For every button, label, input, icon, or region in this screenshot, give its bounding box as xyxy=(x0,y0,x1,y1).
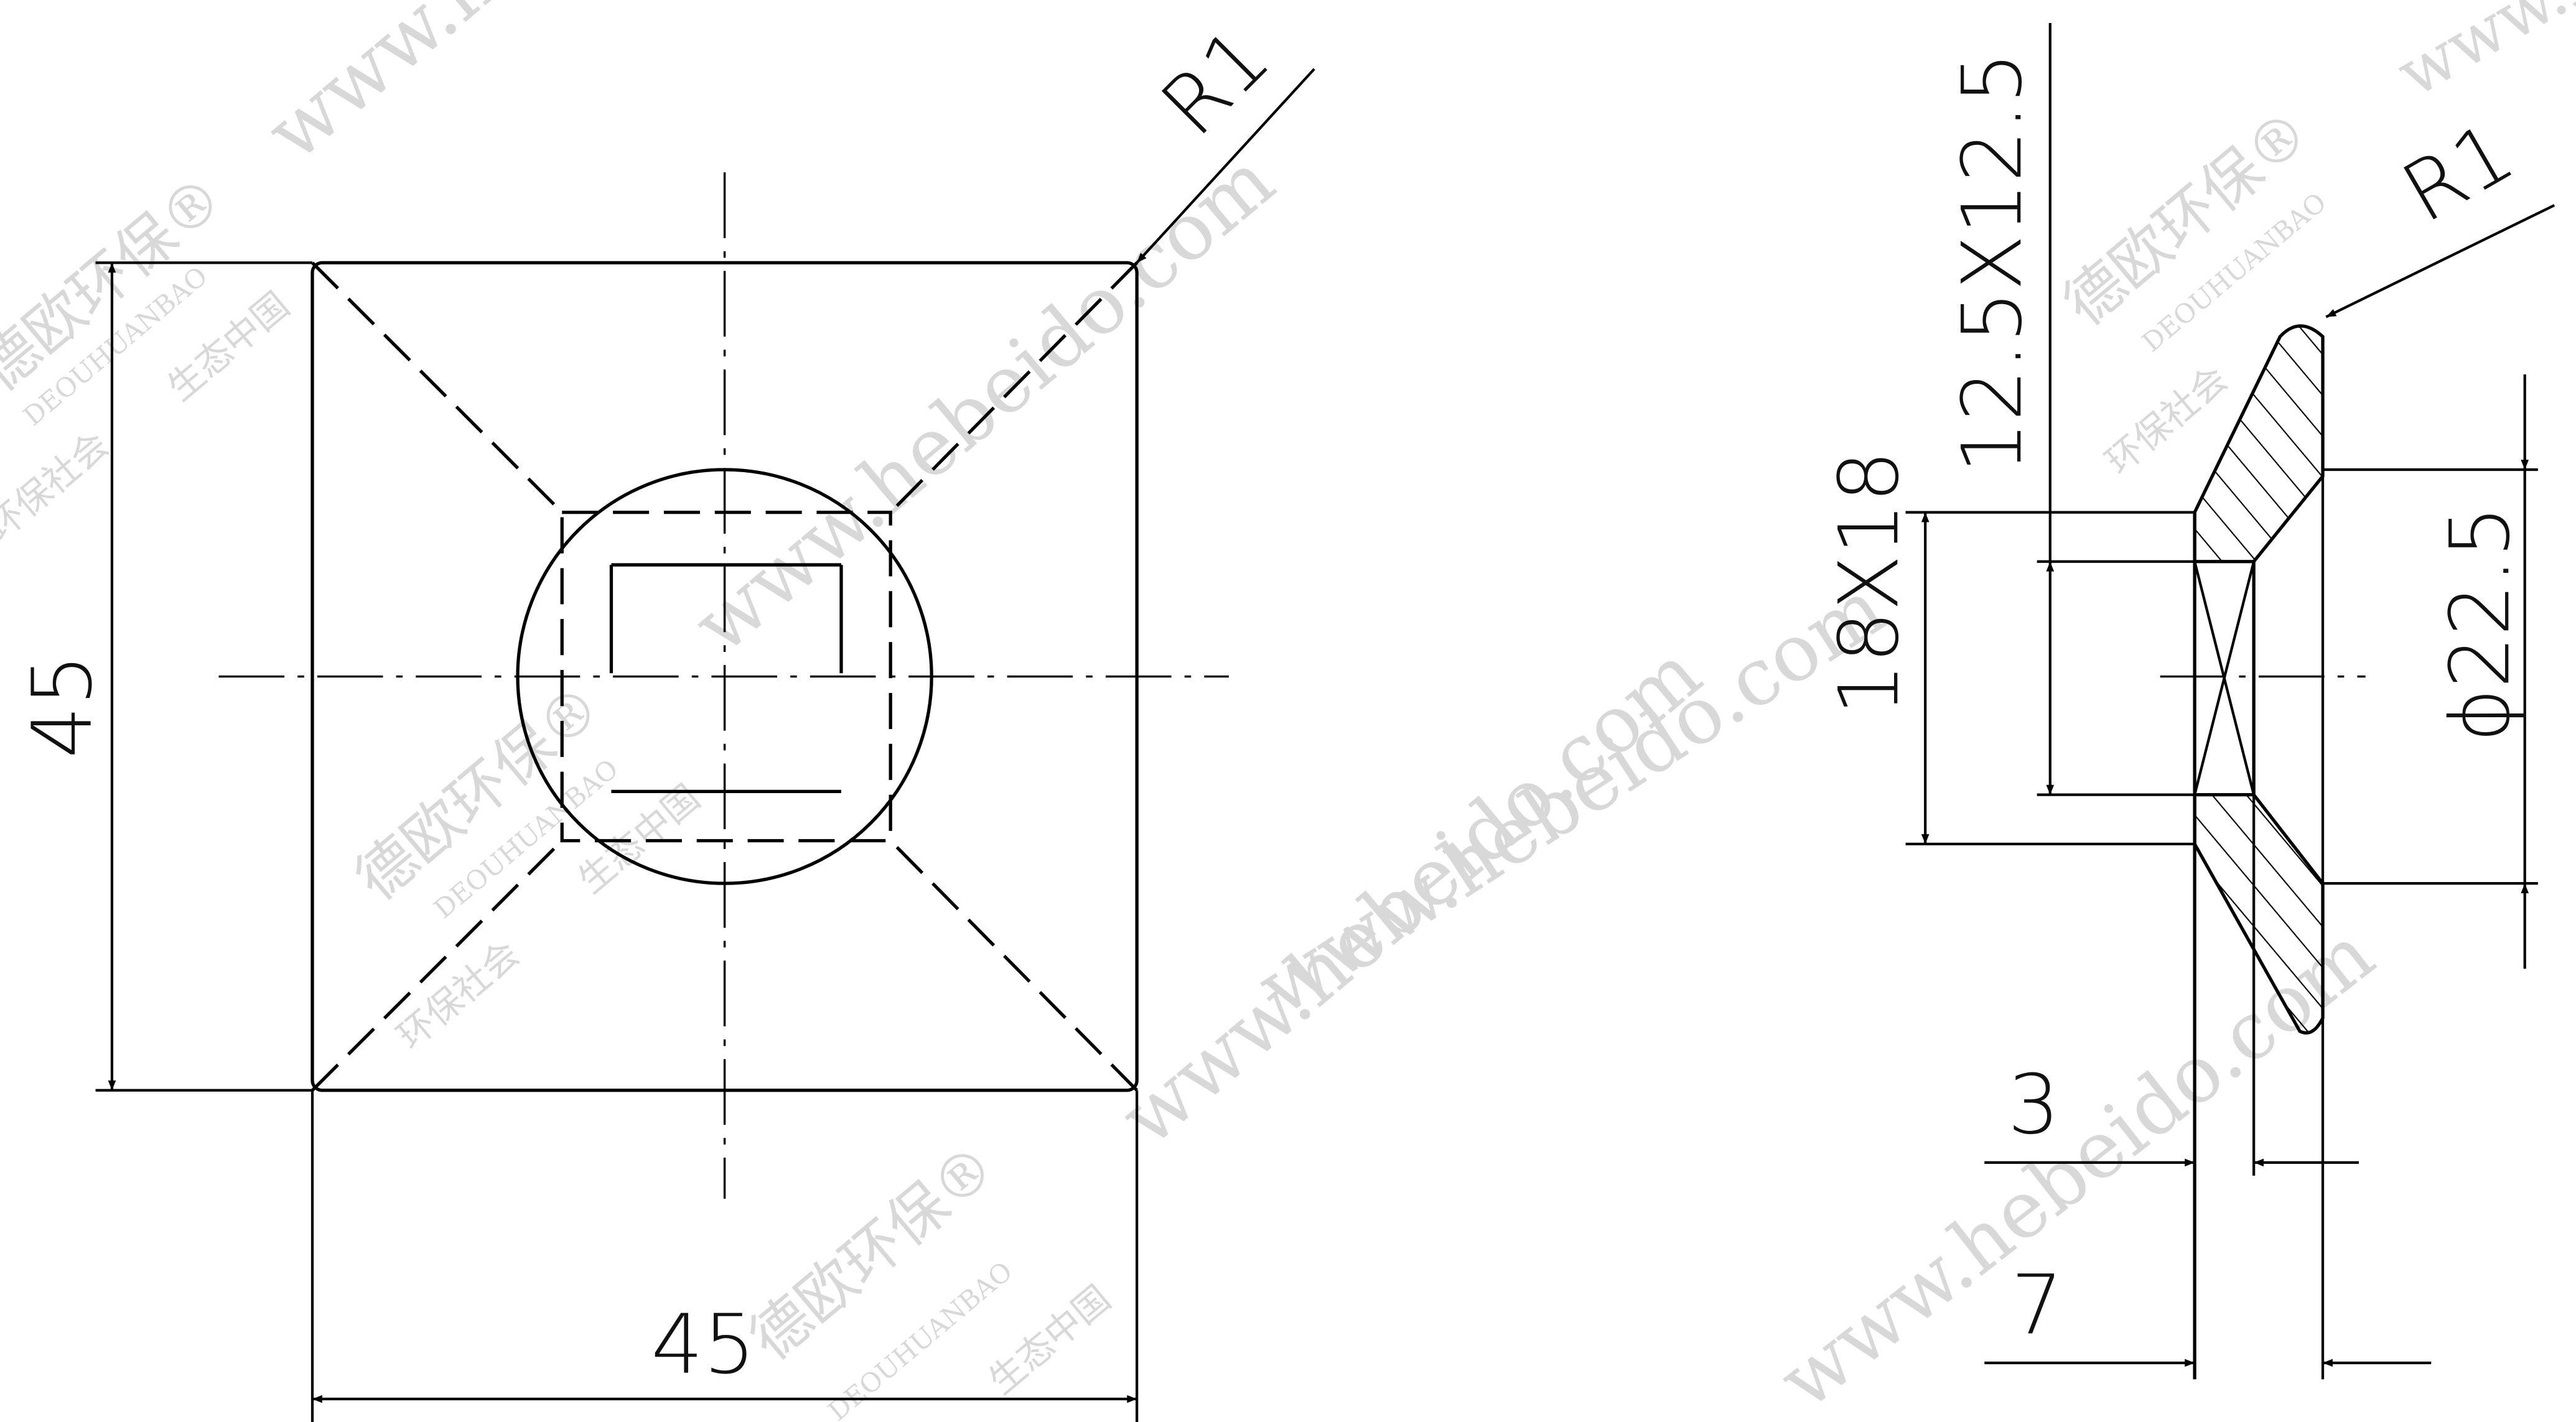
hidden-edge xyxy=(311,839,564,1092)
watermark: www.hebeido.com xyxy=(676,134,1291,671)
dimension-label: ϕ22.5 xyxy=(2432,506,2528,743)
dimension-label: 3 xyxy=(2007,1057,2060,1153)
watermark: 生态中国 xyxy=(981,1277,1119,1402)
watermark: www.hebeido.com xyxy=(249,0,864,179)
dimension-label: 12.5X12.5 xyxy=(1944,52,2040,473)
dimension-label: R1 xyxy=(2387,104,2529,241)
dimension-label: 45 xyxy=(651,1297,755,1393)
watermark: www.hebeido.com xyxy=(2384,0,2576,112)
leader-line xyxy=(2325,204,2555,318)
watermark: 环保社会 xyxy=(2098,358,2236,483)
section-upper xyxy=(2193,324,2325,564)
leader-line xyxy=(1136,68,1315,264)
section-lower xyxy=(2193,792,2325,1035)
hidden-edge xyxy=(889,261,1139,514)
hidden-edge xyxy=(311,261,564,514)
geometry xyxy=(95,22,2555,1422)
dimension-label: 45 xyxy=(15,654,111,758)
edge xyxy=(2193,561,2256,796)
dimension-label: R1 xyxy=(1143,9,1288,154)
dimension-label: 18X18 xyxy=(1821,450,1917,715)
watermark: 德欧环保® xyxy=(737,1132,1008,1374)
watermark: www.hebeido.com xyxy=(1241,561,1900,1033)
dimension-label: 7 xyxy=(2011,1257,2063,1353)
watermark: 环保社会 xyxy=(0,423,116,548)
hidden-edge xyxy=(889,839,1139,1092)
